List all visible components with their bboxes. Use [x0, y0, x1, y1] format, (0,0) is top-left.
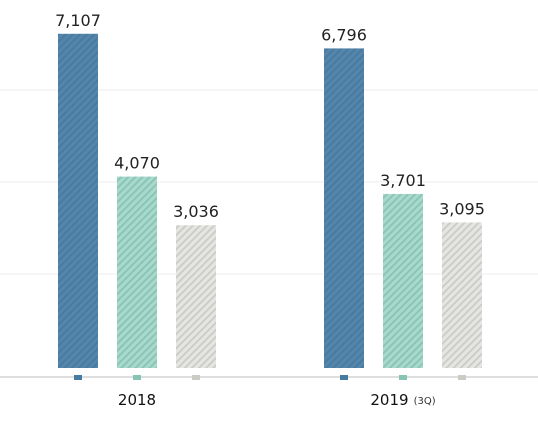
category-label: 2019 (3Q) [370, 391, 435, 409]
category-label: 2018 [118, 391, 156, 409]
bar [117, 176, 157, 368]
series-marker [74, 375, 82, 380]
series-marker [340, 375, 348, 380]
series-marker [192, 375, 200, 380]
bars [58, 33, 482, 368]
bar [176, 225, 216, 368]
data-label: 3,095 [439, 199, 485, 218]
series-marker [458, 375, 466, 380]
category-labels: 2018 2019 (3Q) [118, 391, 436, 409]
data-label: 4,070 [114, 154, 160, 173]
bar [58, 33, 98, 368]
bar [324, 48, 364, 368]
data-label: 7,107 [55, 11, 101, 30]
series-marker [399, 375, 407, 380]
bar [442, 222, 482, 368]
data-label: 3,036 [173, 202, 219, 221]
data-label: 3,701 [380, 171, 426, 190]
data-labels: 7,107 4,070 3,036 6,796 3,701 3,095 [55, 11, 485, 221]
data-label: 6,796 [321, 25, 367, 44]
bar [383, 193, 423, 368]
series-marker [133, 375, 141, 380]
series-markers [74, 375, 466, 380]
